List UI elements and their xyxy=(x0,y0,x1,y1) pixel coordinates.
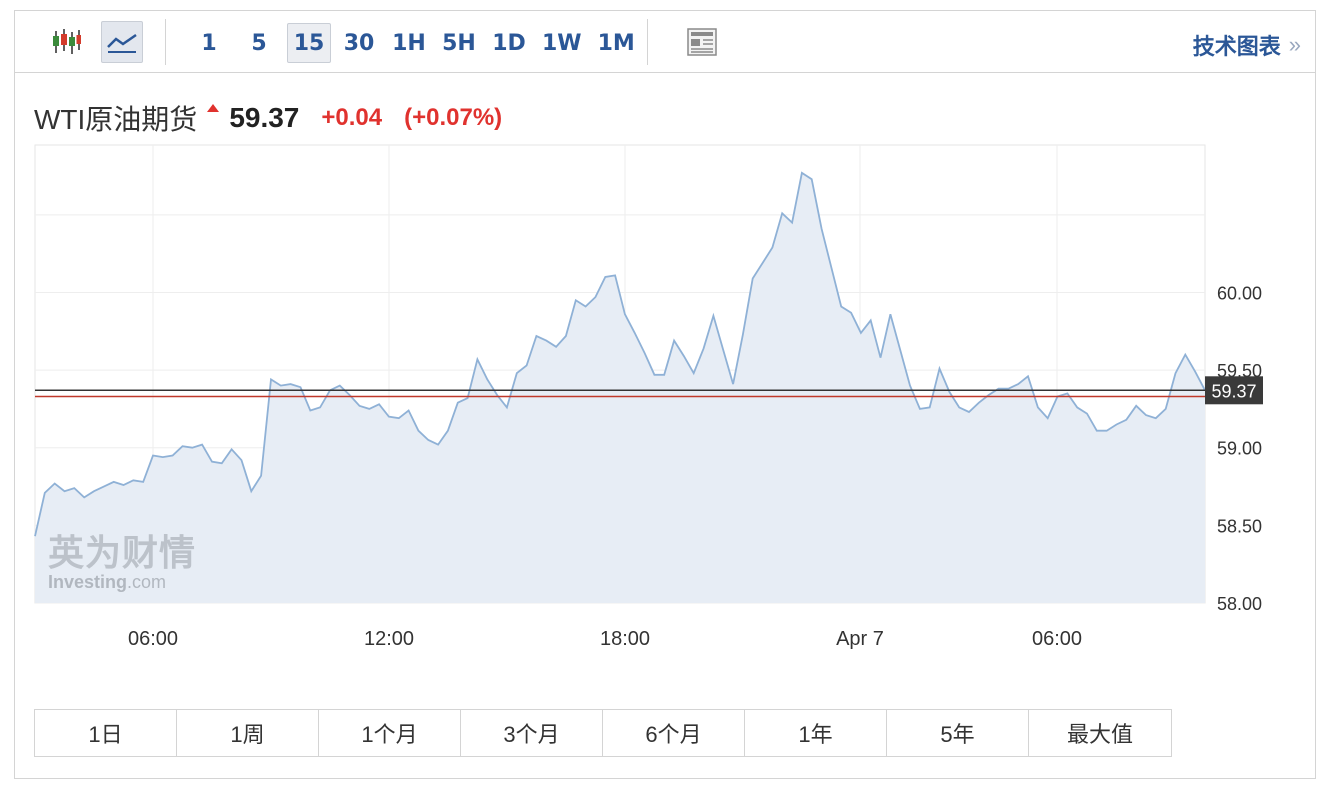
chevron-right-icon: » xyxy=(1288,32,1301,57)
price-change: +0.04 xyxy=(321,104,383,131)
interval-1w[interactable]: 1W xyxy=(542,30,582,56)
range-button-6[interactable]: 5年 xyxy=(887,710,1029,756)
y-tick-label: 58.50 xyxy=(1217,516,1262,536)
line-chart-icon[interactable] xyxy=(101,21,143,63)
interval-1[interactable]: 1 xyxy=(201,30,217,56)
candlestick-icon[interactable] xyxy=(45,21,87,63)
range-button-3[interactable]: 3个月 xyxy=(461,710,603,756)
range-button-4[interactable]: 6个月 xyxy=(603,710,745,756)
watermark-brand: Investing xyxy=(48,572,128,592)
x-tick-label: 06:00 xyxy=(128,628,178,650)
series-line xyxy=(34,171,1206,537)
interval-1h[interactable]: 1H xyxy=(392,30,426,56)
watermark-suffix: .com xyxy=(127,572,167,592)
news-overlay-icon[interactable] xyxy=(681,21,723,63)
price-chart: 58.00 58.50 59.00 59.50 60.00 59.37 06:00 12:00… xyxy=(34,144,1263,650)
tech-chart-link[interactable]: 技术图表 » xyxy=(1193,29,1301,61)
interval-5[interactable]: 5 xyxy=(251,30,267,56)
interval-1d[interactable]: 1D xyxy=(492,30,526,56)
last-price: 59.37 xyxy=(229,102,300,133)
current-price-box xyxy=(1205,376,1263,405)
range-button-2[interactable]: 1个月 xyxy=(319,710,461,756)
interval-5h[interactable]: 5H xyxy=(442,30,476,56)
instrument-name: WTI原油期货 xyxy=(34,104,198,135)
watermark-cn: 英为财情 xyxy=(48,532,197,573)
current-price-label: 59.37 xyxy=(1211,381,1256,401)
range-button-7[interactable]: 最大值 xyxy=(1029,710,1171,756)
interval-30[interactable]: 30 xyxy=(343,30,375,56)
range-button-1[interactable]: 1周 xyxy=(177,710,319,756)
toolbar-separator xyxy=(165,19,166,65)
quote-header: WTI原油期货 59.37 +0.04 (+0.07%) xyxy=(34,98,502,138)
y-tick-label: 59.50 xyxy=(1217,361,1262,381)
interval-15[interactable]: 15 xyxy=(287,23,331,63)
time-range-selector: 1日 1周 1个月 3个月 6个月 1年 5年 最大值 xyxy=(34,709,1172,757)
investing-watermark: 英为财情 Investing.com xyxy=(48,524,196,593)
x-tick-label: 18:00 xyxy=(600,628,650,650)
chart-toolbar: 1 5 15 30 1H 5H 1D 1W 1M 技术图表 » xyxy=(15,11,1315,73)
interval-selector: 1 5 15 30 1H 5H 1D 1W 1M xyxy=(187,23,646,63)
up-arrow-icon xyxy=(207,104,220,112)
range-button-0[interactable]: 1日 xyxy=(35,710,177,756)
series-area xyxy=(35,172,1205,603)
x-tick-label: 06:00 xyxy=(1032,628,1082,650)
y-tick-label: 60.00 xyxy=(1217,283,1262,303)
x-tick-label: 12:00 xyxy=(364,628,414,650)
tech-chart-label: 技术图表 xyxy=(1192,34,1281,59)
x-tick-label: Apr 7 xyxy=(836,628,884,650)
range-button-5[interactable]: 1年 xyxy=(745,710,887,756)
toolbar-separator xyxy=(647,19,648,65)
watermark-en: Investing.com xyxy=(48,572,196,593)
y-tick-label: 58.00 xyxy=(1217,594,1262,614)
y-tick-label: 59.00 xyxy=(1217,439,1262,459)
price-change-percent: (+0.07%) xyxy=(404,104,503,131)
interval-1m[interactable]: 1M xyxy=(597,30,635,56)
